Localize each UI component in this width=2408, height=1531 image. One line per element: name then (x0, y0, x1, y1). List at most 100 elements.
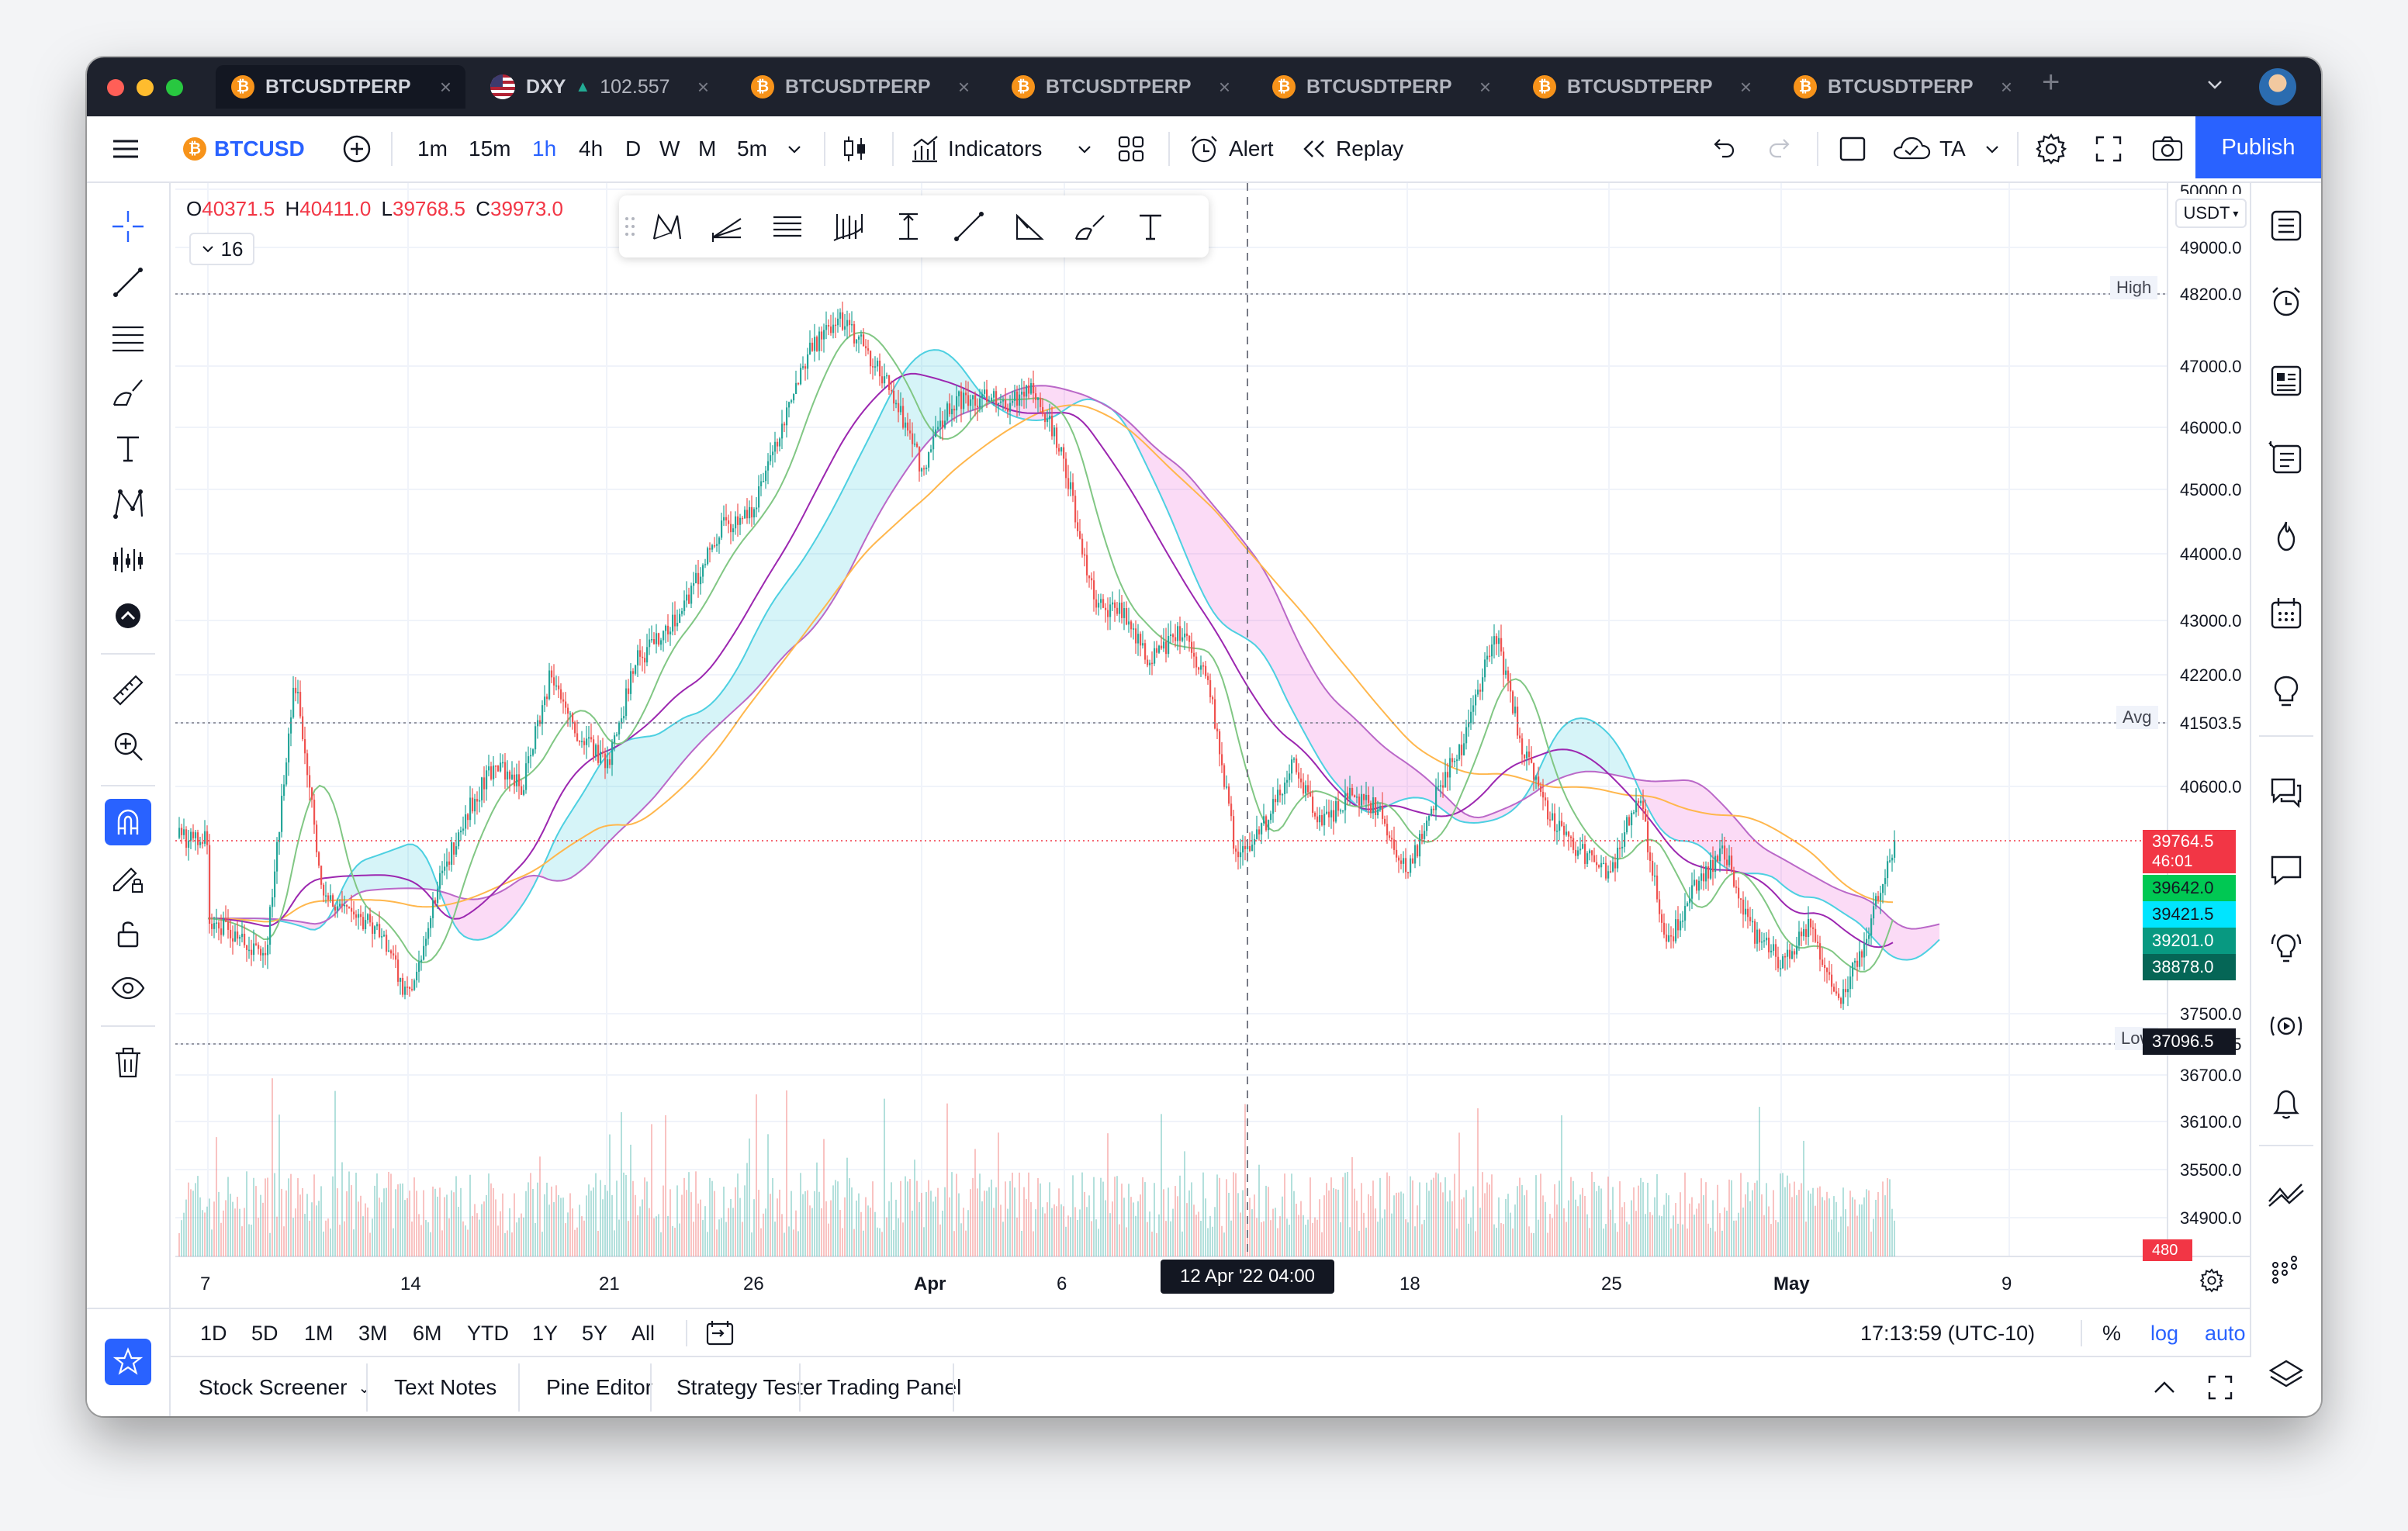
zoom-in-icon[interactable] (87, 723, 169, 769)
tab-btcusdtperp-2[interactable]: ₿ BTCUSDTPERP × (735, 65, 984, 109)
price-chart[interactable] (87, 57, 2321, 1308)
lock-drawings-pencil-icon[interactable] (87, 855, 169, 901)
fib-retracement-icon[interactable] (87, 315, 169, 361)
minimize-window-button[interactable] (137, 79, 154, 96)
streams-play-icon[interactable] (2251, 999, 2321, 1053)
maximize-panel-icon[interactable] (2206, 1357, 2234, 1416)
indicator-collapse-button[interactable]: 16 (189, 233, 254, 265)
layers-icon[interactable] (2251, 1348, 2321, 1402)
fib-levels-icon[interactable] (763, 203, 811, 250)
fullscreen-layout-icon[interactable] (1837, 116, 1868, 181)
unlock-icon[interactable] (87, 911, 169, 957)
tab-pine-editor[interactable]: Pine Editor (546, 1375, 652, 1399)
watchlist-icon[interactable] (2251, 199, 2321, 253)
interval-4h[interactable]: 4h (579, 137, 604, 161)
data-window-icon[interactable] (2251, 354, 2321, 408)
bars-pattern-icon[interactable] (824, 203, 872, 250)
alert-button[interactable]: Alert (1187, 116, 1274, 181)
close-window-button[interactable] (107, 79, 124, 96)
maximize-window-button[interactable] (166, 79, 183, 96)
range-1m[interactable]: 1M (304, 1321, 334, 1345)
replay-button[interactable]: Replay (1299, 116, 1403, 181)
prediction-tool-icon[interactable] (87, 537, 169, 583)
price-range-icon[interactable] (884, 203, 932, 250)
trash-icon[interactable] (87, 1039, 169, 1086)
close-tab-icon[interactable]: × (439, 74, 452, 98)
alerts-clock-icon[interactable] (2251, 275, 2321, 329)
tab-trading-panel[interactable]: Trading Panel (827, 1375, 962, 1399)
object-tree-icon[interactable] (2251, 1244, 2321, 1298)
auto-scale-toggle[interactable]: auto (2205, 1321, 2246, 1345)
menu-icon[interactable] (110, 116, 141, 181)
favorites-star-icon[interactable] (87, 1339, 169, 1385)
ruler-icon[interactable] (87, 667, 169, 714)
tab-btcusdtperp-1[interactable]: ₿ BTCUSDTPERP × (216, 65, 465, 109)
interval-5m[interactable]: 5m (737, 137, 767, 161)
tab-btcusdtperp-5[interactable]: ₿ BTCUSDTPERP × (1517, 65, 1766, 109)
news-icon[interactable] (2251, 431, 2321, 486)
range-5d[interactable]: 5D (251, 1321, 279, 1345)
trend-line-icon[interactable] (87, 259, 169, 306)
drag-handle-icon[interactable] (619, 203, 641, 250)
interval-1m[interactable]: 1m (417, 137, 448, 161)
interval-15m[interactable]: 15m (469, 137, 511, 161)
calendar-icon[interactable] (2251, 586, 2321, 641)
chart-type-candles-icon[interactable] (839, 116, 870, 181)
range-5y[interactable]: 5Y (582, 1321, 608, 1345)
percent-scale-toggle[interactable]: % (2102, 1321, 2122, 1345)
goto-date-icon[interactable] (704, 1309, 735, 1357)
range-ytd[interactable]: YTD (467, 1321, 509, 1345)
close-tab-icon[interactable]: × (1218, 74, 1230, 98)
close-tab-icon[interactable]: × (2000, 74, 2012, 98)
hide-toolbar-icon[interactable] (87, 593, 169, 639)
new-tab-plus-icon[interactable]: + (2042, 65, 2060, 99)
log-scale-toggle[interactable]: log (2150, 1321, 2179, 1345)
interval-w[interactable]: W (659, 137, 680, 161)
trading-panel-chart-icon[interactable] (2251, 1166, 2321, 1221)
indicators-dropdown-chevron-icon[interactable] (1075, 116, 1094, 181)
chats-icon[interactable] (2251, 765, 2321, 819)
range-1y[interactable]: 1Y (532, 1321, 559, 1345)
line-tool-icon[interactable] (945, 203, 993, 250)
undo-icon[interactable] (1707, 116, 1738, 181)
close-tab-icon[interactable]: × (957, 74, 970, 98)
text-tool-icon[interactable] (87, 425, 169, 472)
eye-icon[interactable] (87, 966, 169, 1013)
tab-btcusdtperp-6[interactable]: ₿ BTCUSDTPERP × (1778, 65, 2026, 109)
tab-stock-screener[interactable]: Stock Screener ⌄ (199, 1375, 372, 1399)
user-avatar[interactable] (2259, 68, 2296, 105)
pitchfan-icon[interactable] (703, 203, 751, 250)
tips-lightbulb-icon[interactable] (2251, 920, 2321, 974)
tab-strategy-tester[interactable]: Strategy Tester (676, 1375, 822, 1399)
currency-selector[interactable]: USDT ▾ (2175, 199, 2247, 228)
compare-symbol-button[interactable] (341, 116, 372, 181)
settings-gear-icon[interactable] (2034, 116, 2068, 181)
ta-dropdown-chevron-icon[interactable] (1983, 116, 2001, 181)
screenshot-camera-icon[interactable] (2150, 116, 2185, 181)
range-6m[interactable]: 6M (413, 1321, 442, 1345)
clock-timezone[interactable]: 17:13:59 (UTC-10) (1860, 1321, 2036, 1345)
triangle-pattern-icon[interactable] (1005, 203, 1054, 250)
tab-text-notes[interactable]: Text Notes (394, 1375, 497, 1399)
symbol-search-button[interactable]: ₿ BTCUSD (183, 116, 305, 181)
tab-list-chevron-icon[interactable] (2203, 73, 2226, 96)
tab-dxy[interactable]: DXY ▲ 102.557 × (475, 65, 723, 109)
chat-bubble-icon[interactable] (2251, 842, 2321, 897)
crosshair-icon[interactable] (87, 203, 169, 250)
range-3m[interactable]: 3M (358, 1321, 388, 1345)
range-all[interactable]: All (631, 1321, 656, 1345)
interval-dropdown-chevron-icon[interactable] (785, 116, 804, 181)
expand-panel-chevron-icon[interactable] (2150, 1357, 2178, 1416)
notifications-bell-icon[interactable] (2251, 1077, 2321, 1131)
ideas-lightbulb-icon[interactable] (2251, 664, 2321, 718)
pattern-tool-icon[interactable] (87, 481, 169, 527)
indicators-button[interactable]: Indicators (909, 116, 1042, 181)
layout-grid-icon[interactable] (1116, 116, 1147, 181)
text-icon[interactable] (1126, 203, 1175, 250)
close-tab-icon[interactable]: × (1479, 74, 1491, 98)
range-1d[interactable]: 1D (200, 1321, 227, 1345)
close-tab-icon[interactable]: × (1739, 74, 1752, 98)
xabcd-pattern-icon[interactable] (642, 203, 690, 250)
cloud-ta-button[interactable]: TA (1891, 116, 1966, 181)
redo-icon[interactable] (1766, 116, 1797, 181)
